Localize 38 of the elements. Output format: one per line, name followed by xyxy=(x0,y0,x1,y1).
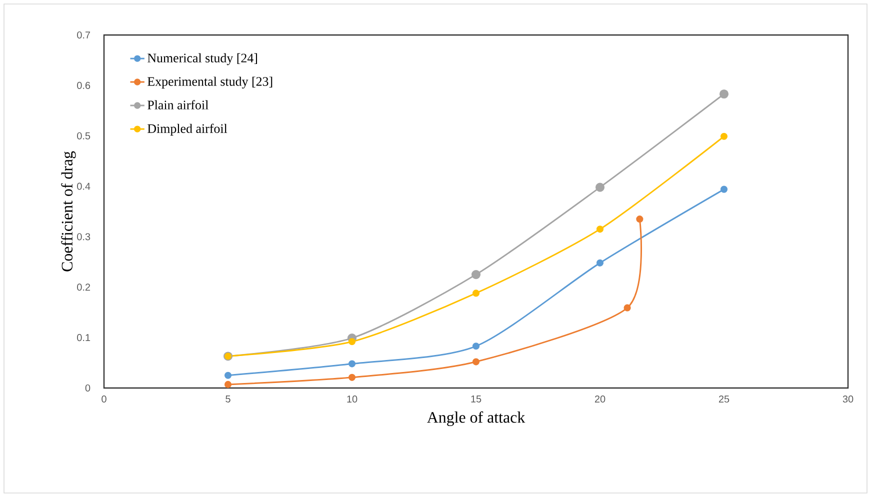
x-tick-label: 25 xyxy=(718,396,730,403)
legend-label: Numerical study [24] xyxy=(148,53,257,66)
y-tick-label: 0.1 xyxy=(77,334,90,342)
y-tick-label: 0.4 xyxy=(77,182,90,190)
x-tick-label: 20 xyxy=(594,396,606,403)
point xyxy=(720,132,728,140)
x-tick-label: 30 xyxy=(842,396,854,403)
y-axis-title: Coefficient of drag xyxy=(61,151,76,272)
x-tick-label: 0 xyxy=(102,396,106,403)
point xyxy=(636,216,644,223)
point xyxy=(348,374,356,381)
point xyxy=(348,338,356,346)
point xyxy=(720,186,728,193)
legend-label: Plain airfoil xyxy=(148,100,208,110)
y-tick-label: 0.7 xyxy=(77,31,90,39)
point xyxy=(224,372,232,379)
point xyxy=(595,182,605,192)
x-tick-label: 15 xyxy=(471,396,482,402)
point xyxy=(596,259,604,266)
legend-label: Dimpled airfoil xyxy=(148,124,228,136)
point xyxy=(471,270,481,280)
point xyxy=(472,290,480,297)
y-tick-label: 0.2 xyxy=(77,284,90,291)
legend-label: Experimental study [23] xyxy=(148,76,272,89)
point xyxy=(472,342,480,350)
point xyxy=(224,380,232,388)
point xyxy=(472,358,480,366)
x-tick-label: 10 xyxy=(347,396,358,403)
y-tick-label: 0.5 xyxy=(77,132,90,140)
x-axis-title: Angle of attack xyxy=(427,411,526,426)
y-tick-label: 0.3 xyxy=(77,233,90,240)
point xyxy=(719,89,729,99)
point xyxy=(624,304,631,312)
x-tick-label: 5 xyxy=(226,396,230,402)
y-tick-label: 0 xyxy=(85,384,90,392)
y-tick-label: 0.6 xyxy=(77,82,90,89)
point xyxy=(348,360,356,368)
point xyxy=(596,226,604,233)
